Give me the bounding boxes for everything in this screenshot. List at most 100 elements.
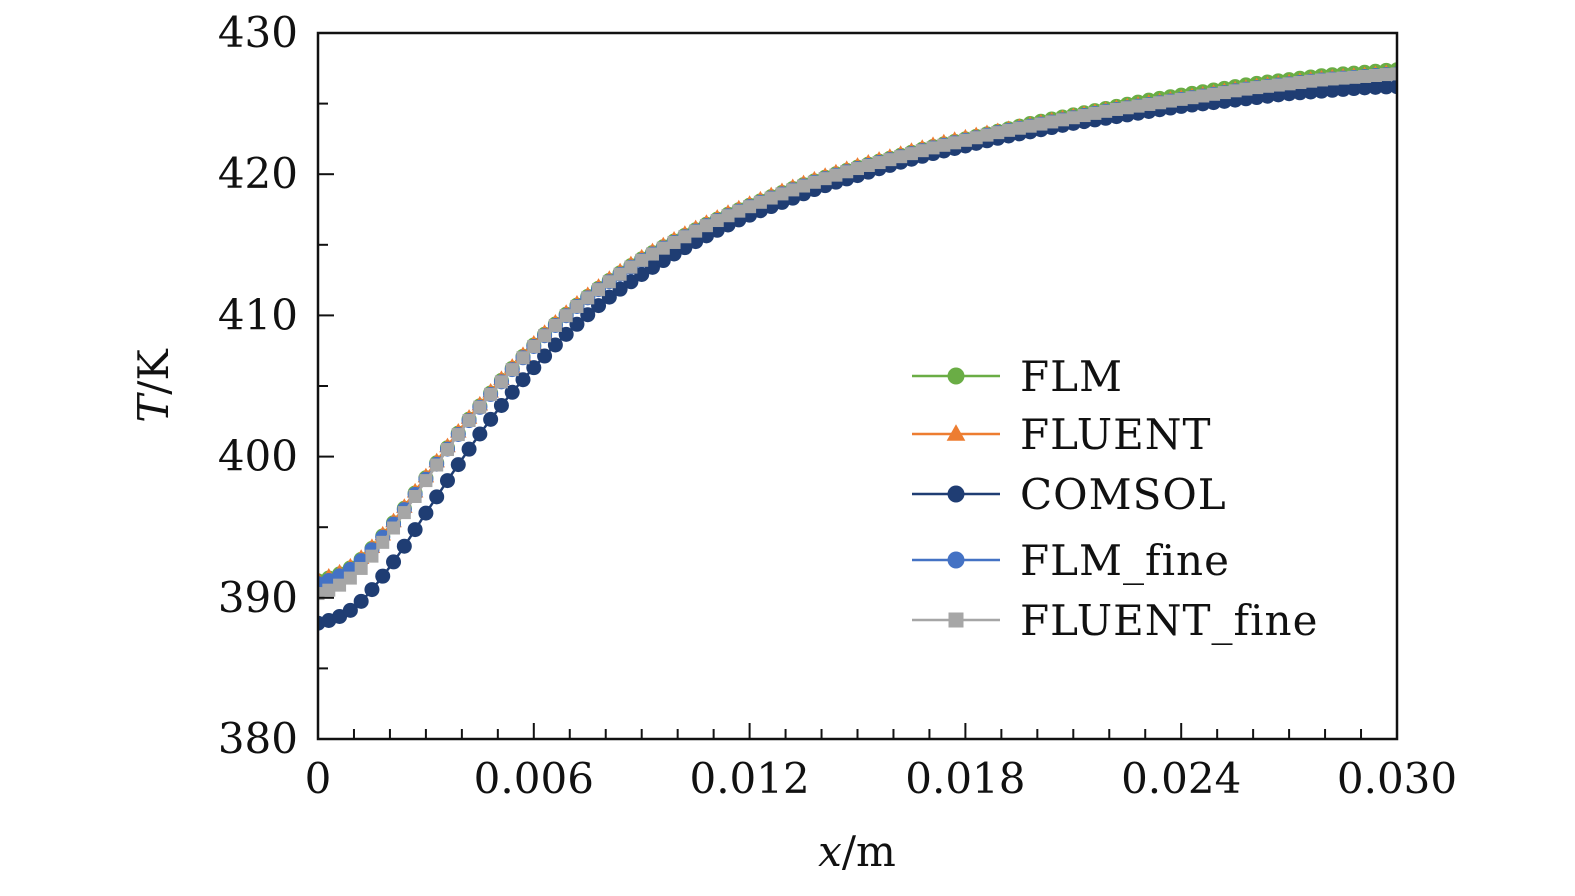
data-point xyxy=(354,561,368,575)
data-point xyxy=(1239,82,1253,96)
series-line-flm-fine xyxy=(318,72,1397,585)
data-point xyxy=(548,318,562,332)
data-point xyxy=(1271,78,1285,92)
data-point xyxy=(678,230,692,244)
legend-marker xyxy=(948,612,964,628)
data-point xyxy=(1217,86,1231,100)
data-point xyxy=(861,158,875,172)
data-point xyxy=(353,593,369,609)
data-point xyxy=(581,291,595,305)
data-point xyxy=(1034,117,1048,131)
data-point xyxy=(883,153,897,167)
legend-marker xyxy=(947,367,965,385)
data-point xyxy=(516,351,530,365)
x-tick-label: 0.006 xyxy=(474,754,594,803)
data-point xyxy=(333,578,347,592)
data-point xyxy=(991,126,1005,140)
data-point xyxy=(894,150,908,164)
data-point xyxy=(612,281,628,297)
data-point xyxy=(602,275,616,289)
data-point xyxy=(515,372,531,388)
data-point xyxy=(1185,91,1199,105)
data-point xyxy=(732,204,746,218)
data-point xyxy=(343,571,357,585)
data-point xyxy=(1368,69,1382,83)
data-point xyxy=(1228,84,1242,98)
data-point xyxy=(1357,80,1373,96)
data-point xyxy=(1324,82,1340,98)
data-point xyxy=(1088,106,1102,120)
data-point xyxy=(396,538,412,554)
data-point xyxy=(1335,81,1351,97)
y-tick-label: 390 xyxy=(218,573,298,622)
data-point xyxy=(656,241,670,255)
data-point xyxy=(472,426,488,442)
data-point xyxy=(418,505,434,521)
legend-marker xyxy=(947,551,965,569)
legend: FLM FLUENT COMSOL FLM_fine FLUENT_fine xyxy=(912,352,1317,645)
data-point xyxy=(430,458,444,472)
data-point xyxy=(342,602,358,618)
y-axis-unit: K xyxy=(129,348,178,381)
legend-marker xyxy=(946,424,966,441)
data-point xyxy=(1304,74,1318,88)
data-point xyxy=(494,375,508,389)
data-point xyxy=(318,587,325,601)
labels-layer: 0 0.006 0.012 0.018 0.024 0.030 380 390 400 410 42… xyxy=(218,8,1457,803)
series-line-flm xyxy=(318,68,1397,583)
data-point xyxy=(408,489,422,503)
data-point xyxy=(775,187,789,201)
data-point xyxy=(461,441,477,457)
data-point xyxy=(969,131,983,145)
y-tick-label: 420 xyxy=(218,149,298,198)
data-point xyxy=(1174,92,1188,106)
data-point xyxy=(624,260,638,274)
series-layer xyxy=(318,62,1397,631)
data-point xyxy=(601,289,617,305)
y-tick-label: 380 xyxy=(218,714,298,763)
data-point xyxy=(1120,101,1134,115)
data-point xyxy=(1207,87,1221,101)
data-point xyxy=(440,443,454,457)
data-point xyxy=(451,428,465,442)
data-point xyxy=(937,138,951,152)
data-point xyxy=(840,165,854,179)
data-point xyxy=(493,397,509,413)
data-point xyxy=(1056,113,1070,127)
data-point xyxy=(386,554,402,570)
legend-item-flm: FLM xyxy=(912,352,1122,401)
data-point xyxy=(1196,89,1210,103)
data-point xyxy=(721,209,735,223)
data-point xyxy=(483,411,499,427)
series-fluent-fine xyxy=(318,67,1397,601)
data-point xyxy=(580,307,596,323)
data-point xyxy=(1389,79,1397,95)
x-tick-label: 0.024 xyxy=(1121,754,1241,803)
data-point xyxy=(538,329,552,343)
data-point xyxy=(764,191,778,205)
data-point xyxy=(559,309,573,323)
data-point xyxy=(743,200,757,214)
data-point xyxy=(364,582,380,598)
data-point xyxy=(1325,72,1339,86)
y-tick-label: 430 xyxy=(218,8,298,57)
data-point xyxy=(322,583,336,597)
data-point xyxy=(699,219,713,233)
data-point xyxy=(387,521,401,535)
data-point xyxy=(980,128,994,142)
data-point xyxy=(397,506,411,520)
data-point xyxy=(1066,111,1080,125)
data-point xyxy=(527,339,541,353)
data-point xyxy=(1282,77,1296,91)
legend-label: FLUENT xyxy=(1020,410,1212,459)
data-point xyxy=(1131,99,1145,113)
data-point xyxy=(807,175,821,189)
series-line-fluent xyxy=(318,71,1397,581)
data-point xyxy=(375,568,391,584)
data-point xyxy=(1303,84,1319,100)
data-point xyxy=(1163,94,1177,108)
data-point xyxy=(645,247,659,261)
data-point xyxy=(915,144,929,158)
data-point xyxy=(419,474,433,488)
data-point xyxy=(569,316,585,332)
